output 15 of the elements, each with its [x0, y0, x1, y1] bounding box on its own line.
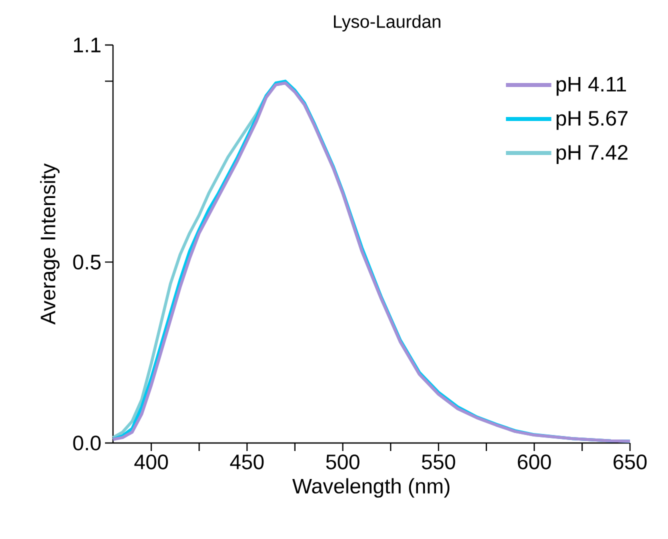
- y-tick-label: 1.1: [74, 38, 100, 52]
- x-tick-label: 600: [518, 454, 551, 470]
- x-tick-label: 550: [422, 454, 456, 470]
- chart-title: Lyso-Laurdan: [334, 14, 440, 32]
- x-tick-label: 500: [326, 454, 360, 470]
- legend-label: pH 7.42: [556, 145, 628, 164]
- x-tick-label: 650: [614, 454, 647, 470]
- x-tick-label: 400: [134, 454, 168, 470]
- y-tick-label: 0.0: [73, 436, 101, 450]
- x-axis-title: Wavelength (nm): [292, 478, 450, 498]
- legend-label: pH 4.11: [556, 77, 626, 96]
- y-axis-title: Average Intensity: [40, 163, 60, 325]
- x-tick-label: 450: [230, 454, 264, 470]
- y-tick-label: 0.5: [73, 254, 101, 270]
- legend-label: pH 5.67: [556, 110, 628, 130]
